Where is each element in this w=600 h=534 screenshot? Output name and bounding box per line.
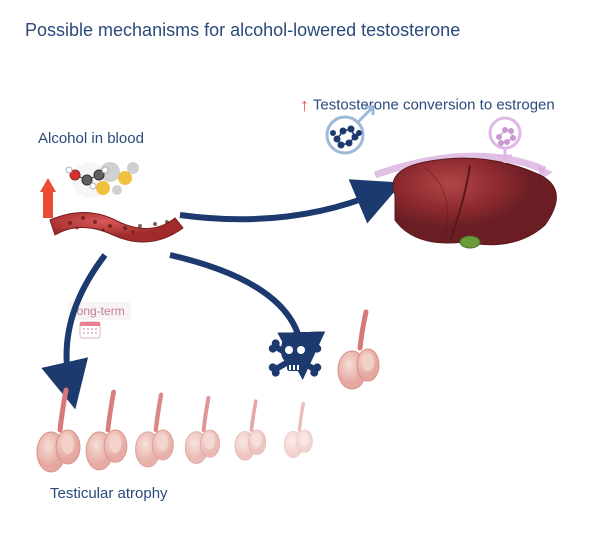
liver-icon [375,156,556,248]
skull-icon [267,334,322,378]
flow-arrows [67,192,380,386]
testes-row [37,390,313,472]
up-arrow-icon: ↑ [300,95,309,116]
estrogen-label: ↑ Testosterone conversion to estrogen [300,95,555,116]
estrogen-text: Testosterone conversion to estrogen [313,96,555,113]
calendar-icon [80,322,100,338]
diagram-canvas [0,0,600,534]
damaged-testis-icon [338,312,379,389]
diagram-title: Possible mechanisms for alcohol-lowered … [25,20,460,41]
blood-label: Alcohol in blood [38,130,144,147]
blood-vessel-icon [40,162,183,242]
estrogen-molecule-icon [490,118,520,163]
atrophy-label: Testicular atrophy [50,485,168,502]
longterm-label: long-term [68,302,131,320]
